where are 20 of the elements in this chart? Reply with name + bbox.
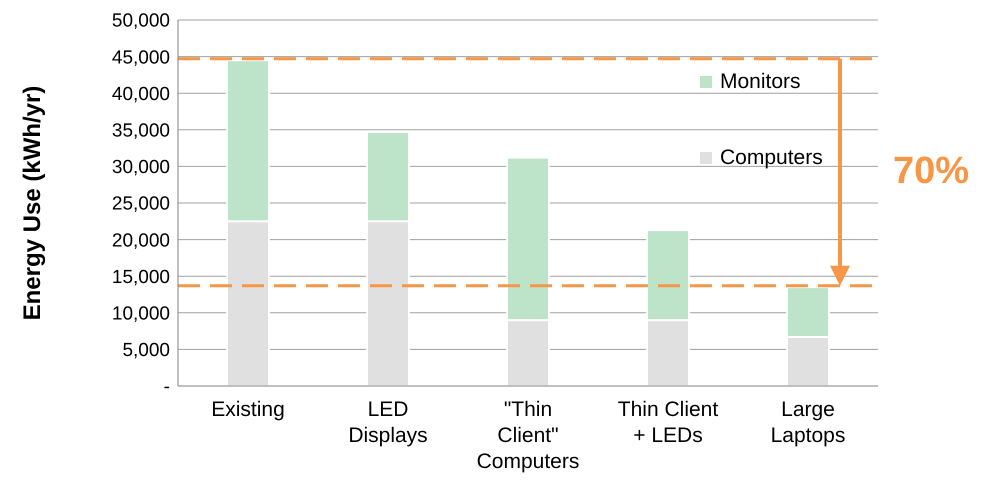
text: 70% bbox=[893, 150, 970, 193]
x-tick-label: Existing bbox=[211, 398, 285, 421]
y-tick-label: 25,000 bbox=[112, 194, 170, 215]
y-tick-label: 35,000 bbox=[112, 120, 170, 142]
legend-label: Computers bbox=[720, 146, 823, 170]
y-tick-label: 40,000 bbox=[112, 84, 170, 105]
x-tick-label: LED Displays bbox=[348, 398, 428, 447]
x-tick-label: "Thin Client" Computers bbox=[476, 398, 580, 473]
y-axis-title: Energy Use (kWh/yr) bbox=[19, 86, 46, 320]
y-tick-label: 45,000 bbox=[112, 47, 170, 68]
y-tick-label: - bbox=[164, 376, 170, 398]
x-tick-label: Thin Client + LEDs bbox=[618, 398, 718, 447]
y-tick-label: 5,000 bbox=[122, 340, 170, 362]
y-tick-label: 15,000 bbox=[112, 266, 170, 288]
legend-label: Monitors bbox=[720, 70, 801, 94]
x-tick-label: Large Laptops bbox=[770, 398, 846, 447]
y-tick-label: 20,000 bbox=[112, 230, 170, 252]
y-tick-label: 50,000 bbox=[112, 10, 170, 32]
y-tick-label: 30,000 bbox=[112, 157, 170, 178]
y-tick-label: 10,000 bbox=[112, 304, 170, 325]
